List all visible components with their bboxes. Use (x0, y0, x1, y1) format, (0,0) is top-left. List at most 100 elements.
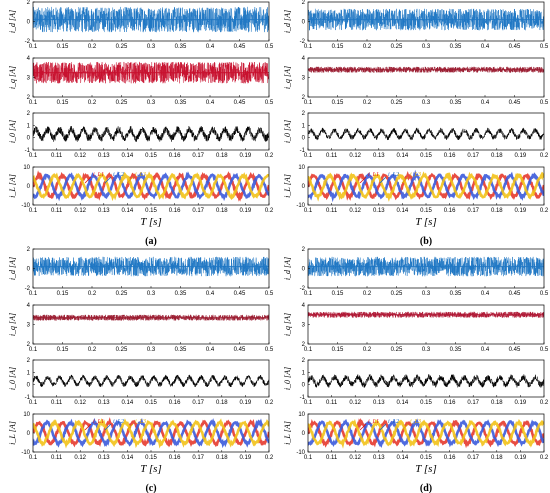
x-tick-label: 0.45 (234, 347, 246, 353)
x-tick-label: 0.25 (116, 100, 128, 106)
x-tick-label: 0.14 (397, 455, 409, 461)
y-tick-label: -2 (300, 39, 306, 45)
annotation-label: i_L2 (388, 419, 399, 425)
y-tick-label: 1 (27, 370, 31, 376)
y-tick-label: -2 (300, 286, 306, 292)
annotation-arrow (104, 423, 112, 431)
series-i_L1 (33, 170, 269, 202)
y-axis-label: i_0 [A] (283, 367, 292, 390)
y-tick-label: 2 (302, 342, 306, 348)
y-tick-label: -10 (21, 203, 30, 209)
x-tick-label: 0.1 (29, 100, 38, 106)
annotation-arrow (84, 176, 92, 184)
x-tick-label: 0.3 (147, 100, 156, 106)
x-tick-label: 0.2 (265, 400, 274, 406)
y-axis-label: i_q [A] (8, 313, 17, 336)
x-tick-label: 0.35 (175, 347, 187, 353)
x-tick-label: 0.15 (420, 455, 432, 461)
x-tick-label: 0.11 (51, 208, 63, 214)
y-tick-label: -1 (300, 395, 306, 401)
y-tick-label: 10 (298, 412, 305, 418)
y-tick-label: 2 (27, 111, 31, 117)
y-axis-label: i_L [A] (283, 174, 292, 198)
y-tick-label: 3 (302, 323, 306, 329)
x-tick-label: 0.1 (29, 208, 38, 214)
x-tick-label: 0.3 (422, 347, 431, 353)
x-tick-label: 0.1 (304, 400, 313, 406)
x-tick-label: 0.16 (169, 400, 181, 406)
x-tick-label: 0.16 (169, 208, 181, 214)
x-tick-label: 0.2 (363, 347, 372, 353)
y-tick-label: 0 (302, 20, 306, 26)
annotation-arrow (126, 423, 134, 431)
x-tick-label: 0.3 (147, 44, 156, 50)
y-axis-label: i_d [A] (8, 10, 17, 33)
x-tick-label: 0.35 (450, 100, 462, 106)
panel-a: 0.1 0.15 0.2 0.25 0.3 0.35 0.4 0.45 0.5 -2 0 2 i_d [… (8, 0, 274, 247)
x-tick-label: 0.19 (515, 455, 527, 461)
subplot-iq: 0.1 0.15 0.2 0.25 0.3 0.35 0.4 0.45 0.5 2 3 4 i_q [A… (8, 56, 274, 106)
series-i_L1 (308, 171, 544, 201)
annotation-label: i_L1 (368, 419, 379, 425)
y-tick-label: 2 (302, 111, 306, 117)
x-tick-label: 0.11 (326, 153, 338, 159)
panel-d: 0.1 0.15 0.2 0.25 0.3 0.35 0.4 0.45 0.5 -2 0 2 i_d [… (283, 247, 549, 493)
y-tick-label: 2 (302, 247, 306, 253)
y-axis-label: i_q [A] (8, 66, 17, 89)
y-axis-label: i_L [A] (283, 421, 292, 445)
x-tick-label: 0.1 (29, 291, 38, 297)
x-tick-label: 0.35 (450, 291, 462, 297)
y-tick-label: 2 (302, 0, 306, 6)
panel-caption: (d) (420, 483, 432, 493)
x-tick-label: 0.12 (349, 400, 361, 406)
x-axis-label: T [s] (140, 463, 162, 475)
annotation-arrow (104, 176, 112, 184)
x-tick-label: 0.11 (51, 455, 63, 461)
y-tick-label: 2 (302, 358, 306, 364)
x-tick-label: 0.1 (29, 347, 38, 353)
series-i_L2 (33, 417, 269, 449)
x-tick-label: 0.15 (57, 44, 69, 50)
series-i_q (308, 65, 544, 74)
x-tick-label: 0.2 (363, 44, 372, 50)
x-tick-label: 0.12 (74, 153, 86, 159)
y-tick-label: 0 (27, 267, 31, 273)
x-tick-label: 0.16 (444, 455, 456, 461)
x-tick-label: 0.5 (540, 347, 549, 353)
plot-area (308, 65, 544, 74)
x-tick-label: 0.4 (481, 347, 490, 353)
y-axis-label: i_d [A] (283, 257, 292, 280)
x-tick-label: 0.25 (391, 347, 403, 353)
x-tick-label: 0.13 (373, 208, 385, 214)
x-tick-label: 0.5 (265, 291, 274, 297)
x-tick-label: 0.2 (363, 100, 372, 106)
x-tick-label: 0.1 (304, 44, 313, 50)
x-tick-label: 0.17 (467, 208, 479, 214)
subplot-iL: 0.1 0.11 0.12 0.13 0.14 0.15 0.16 0.17 0.18 0.19 0… (8, 165, 274, 228)
series-i_L3 (308, 418, 544, 449)
x-tick-label: 0.14 (122, 455, 134, 461)
subplot-i0: 0.1 0.11 0.12 0.13 0.14 0.15 0.16 0.17 0.18 0.19 0… (283, 358, 549, 406)
subplot-id: 0.1 0.15 0.2 0.25 0.3 0.35 0.4 0.45 0.5 -2 0 2 i_d [… (8, 247, 274, 297)
annotation-label: i_L3 (135, 172, 146, 178)
x-tick-label: 0.4 (481, 100, 490, 106)
x-tick-label: 0.25 (116, 44, 128, 50)
x-tick-label: 0.14 (397, 153, 409, 159)
panel-b: 0.1 0.15 0.2 0.25 0.3 0.35 0.4 0.45 0.5 -2 0 2 i_d [… (283, 0, 549, 247)
annotation-arrow (359, 176, 367, 184)
x-tick-label: 0.18 (491, 153, 503, 159)
subplot-iq: 0.1 0.15 0.2 0.25 0.3 0.35 0.4 0.45 0.5 2 3 4 i_q [A… (8, 303, 274, 353)
y-tick-label: 2 (27, 95, 31, 101)
x-tick-label: 0.15 (332, 347, 344, 353)
panel-caption: (a) (145, 236, 157, 247)
axes-frame (307, 304, 545, 345)
subplot-i0: 0.1 0.11 0.12 0.13 0.14 0.15 0.16 0.17 0.18 0.19 0… (283, 111, 549, 159)
x-tick-label: 0.16 (444, 153, 456, 159)
x-tick-label: 0.25 (116, 291, 128, 297)
x-tick-label: 0.11 (326, 208, 338, 214)
x-tick-label: 0.15 (332, 291, 344, 297)
x-tick-label: 0.35 (450, 44, 462, 50)
series-i_L3 (308, 171, 544, 202)
y-tick-label: 4 (302, 303, 306, 309)
